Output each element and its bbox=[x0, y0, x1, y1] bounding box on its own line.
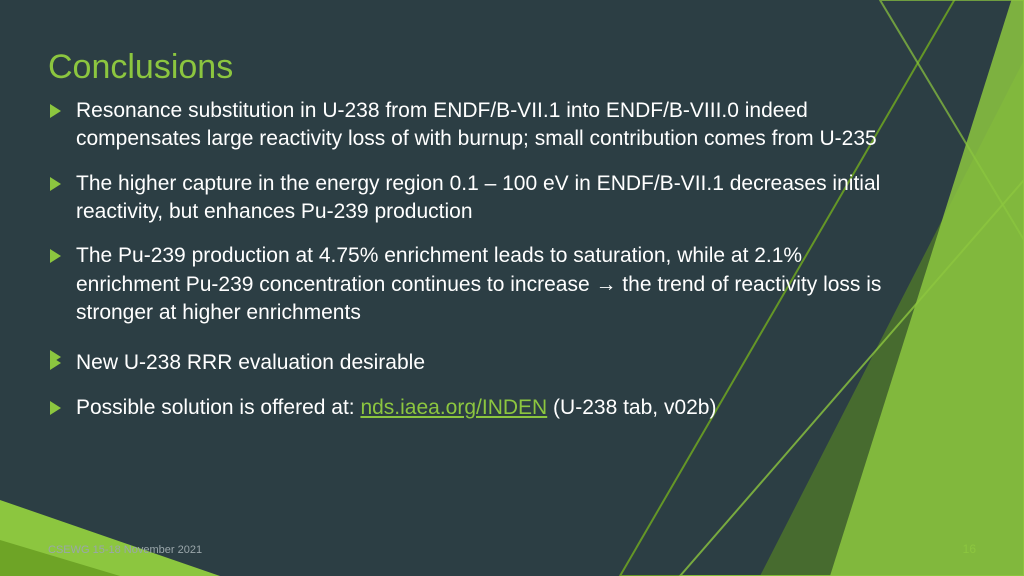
footer-date: CSEWG 15-18 November 2021 bbox=[48, 544, 202, 556]
bullet-item: New U-238 RRR evaluation desirable bbox=[48, 349, 904, 377]
inden-link[interactable]: nds.iaea.org/INDEN bbox=[360, 396, 547, 419]
bullet-item: The higher capture in the energy region … bbox=[48, 170, 904, 227]
bullet-text-prefix: Possible solution is offered at: bbox=[76, 396, 360, 419]
bullet-item: Resonance substitution in U-238 from END… bbox=[48, 97, 904, 154]
bullet-list: Resonance substitution in U-238 from END… bbox=[48, 97, 904, 422]
bullet-item-with-link: Possible solution is offered at: nds.iae… bbox=[48, 394, 904, 422]
bullet-item: The Pu-239 production at 4.75% enrichmen… bbox=[48, 242, 904, 327]
bullet-text-suffix: (U-238 tab, v02b) bbox=[547, 396, 716, 419]
slide-title: Conclusions bbox=[48, 48, 904, 87]
slide: Conclusions Resonance substitution in U-… bbox=[0, 0, 1024, 576]
page-number: 16 bbox=[963, 542, 976, 556]
content-area: Conclusions Resonance substitution in U-… bbox=[48, 48, 904, 438]
